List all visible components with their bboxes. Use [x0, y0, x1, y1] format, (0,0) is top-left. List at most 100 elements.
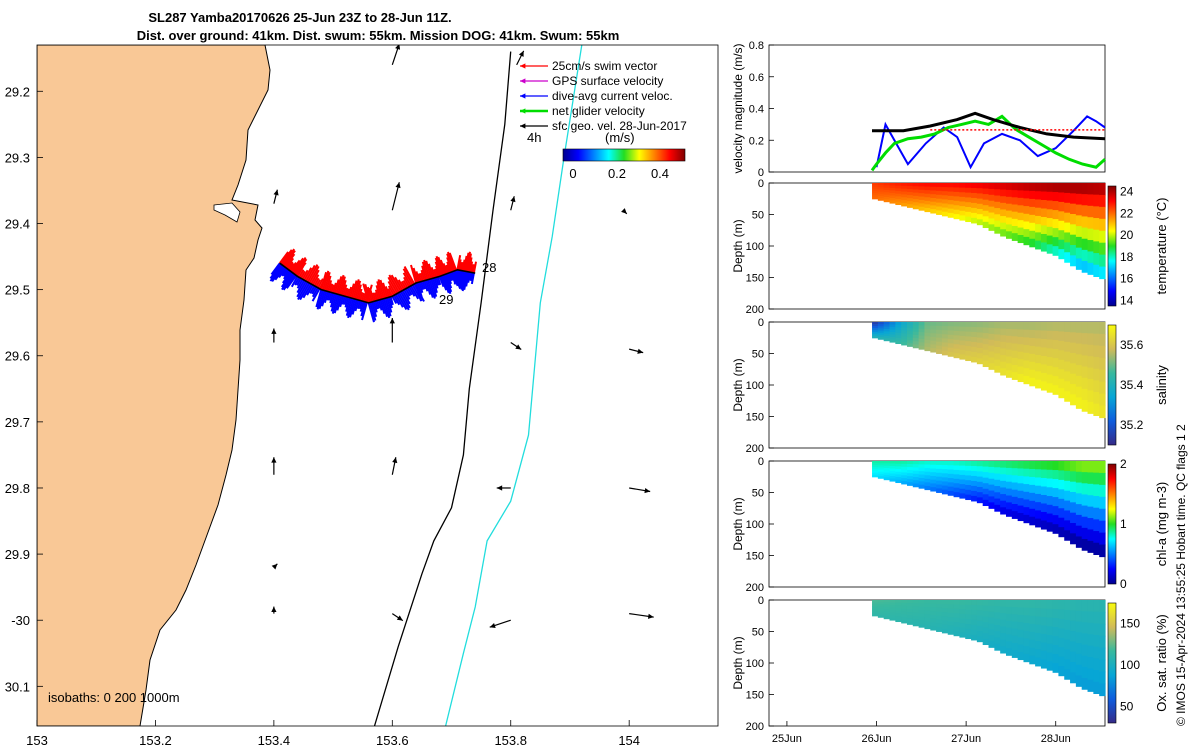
chlorophyll-cell [912, 467, 920, 472]
chlorophyll-cell [953, 474, 960, 480]
salinity-cell [971, 331, 978, 338]
oxygen-cell [1000, 606, 1007, 614]
dive-avg-current-vector [361, 302, 368, 321]
swim-vector [427, 263, 434, 279]
oxygen-cell [1035, 608, 1042, 618]
chlorophyll-cell [1093, 531, 1100, 544]
speed-colorbar-tick-2: 0.4 [651, 166, 669, 181]
salinity-cell [1011, 364, 1019, 373]
temperature-cell [1023, 183, 1030, 192]
oxygen-cell [988, 635, 995, 642]
track-day-label-28: 28 [482, 260, 496, 275]
salinity-cell [912, 344, 920, 349]
salinity-cell [895, 340, 902, 345]
oxygen-cell [941, 620, 949, 626]
oxygen-cell [1046, 661, 1054, 671]
salinity-cell [930, 348, 937, 353]
temperature-cell [906, 192, 914, 196]
temperature-cell [1093, 218, 1100, 231]
chlorophyll-cell [976, 492, 984, 498]
salinity-cell [883, 326, 891, 330]
temperature-cell [1035, 199, 1042, 209]
chlorophyll-cell [872, 470, 879, 474]
temperature-cell [1017, 197, 1025, 206]
oxygen-cell [988, 605, 995, 613]
swim-vector [387, 288, 394, 297]
chlorophyll-cell [1023, 476, 1030, 485]
geo-velocity-vector [516, 50, 525, 66]
dive-avg-current-vector [406, 287, 413, 296]
salinity-colorbar-label: salinity [1154, 365, 1169, 405]
salinity-cell [936, 337, 943, 343]
chlorophyll-cell [1070, 512, 1077, 524]
oxygen-cell [912, 622, 920, 627]
salinity-cell [912, 328, 920, 333]
temperature-cell [1046, 209, 1054, 219]
salinity-cell [918, 322, 926, 326]
salinity-cell [1000, 368, 1007, 376]
swim-vector [457, 259, 462, 271]
oxygen-cell [936, 611, 943, 617]
geo-velocity-vector [271, 606, 277, 614]
temperature-cell [947, 204, 955, 210]
oxygen-cell [889, 612, 896, 616]
oxygen-cell [1046, 652, 1054, 662]
salinity-cell [924, 322, 931, 327]
swim-vector [456, 255, 462, 270]
chlorophyll-cell [924, 461, 931, 466]
oxygen-cell [941, 612, 949, 617]
temperature-cell [976, 203, 984, 210]
salinity-cell [930, 333, 937, 338]
oxygen-cell [936, 603, 943, 609]
oxygen-cell [971, 619, 978, 626]
oxygen-cell [1058, 647, 1065, 658]
oxygen-cell [889, 600, 896, 604]
geo-velocity-vector-head [510, 196, 516, 203]
temperature-cell [1023, 198, 1030, 207]
swim-vector [387, 276, 399, 294]
oxygen-cell [883, 613, 891, 617]
oxygen-cell [872, 611, 879, 615]
chlorophyll-y-axis-label: Depth (m) [731, 497, 745, 550]
temperature-cell [1064, 202, 1071, 214]
temperature-y-tick-label: 100 [746, 241, 764, 253]
dive-avg-current-vector [270, 262, 281, 276]
temperature-cell [1099, 230, 1106, 244]
temperature-cell [1011, 211, 1019, 220]
temperature-cell [1064, 192, 1071, 204]
chlorophyll-cell [1081, 483, 1089, 496]
dive-avg-current-vector [420, 281, 425, 290]
salinity-cell [1023, 360, 1030, 369]
temperature-cell [1040, 199, 1048, 210]
temperature-cell [971, 187, 978, 194]
salinity-cell [1052, 367, 1060, 377]
chlorophyll-cell [947, 469, 955, 475]
oxygen-cell [982, 616, 990, 623]
chlorophyll-cell [906, 467, 914, 471]
salinity-cell [1046, 339, 1054, 349]
oxygen-cell [1075, 610, 1083, 623]
temperature-colorbar-label: temperature (°C) [1154, 198, 1169, 295]
chlorophyll-colorbar-label: chl-a (mg m-3) [1154, 482, 1169, 567]
chlorophyll-cell [1064, 480, 1071, 492]
salinity-cell [883, 324, 891, 328]
dive-avg-current-vector [343, 296, 348, 305]
swim-vector [448, 252, 458, 271]
swim-vector [388, 274, 400, 293]
salinity-cell [924, 336, 931, 341]
oxygen-cell [924, 617, 931, 622]
swim-vector [434, 257, 444, 276]
swim-vector [287, 262, 295, 271]
oxygen-cell [971, 614, 978, 621]
oxygen-cell [1005, 600, 1013, 608]
temperature-cell [872, 183, 879, 186]
swim-vector [301, 269, 309, 280]
salinity-cell [1017, 359, 1025, 368]
chlorophyll-cell [883, 463, 891, 467]
oxygen-cell [883, 611, 891, 615]
chlorophyll-cell [1023, 499, 1030, 508]
temperature-cell [982, 205, 990, 212]
temperature-cell [883, 189, 891, 193]
temperature-cell [906, 198, 914, 202]
chlorophyll-cell [906, 473, 914, 477]
